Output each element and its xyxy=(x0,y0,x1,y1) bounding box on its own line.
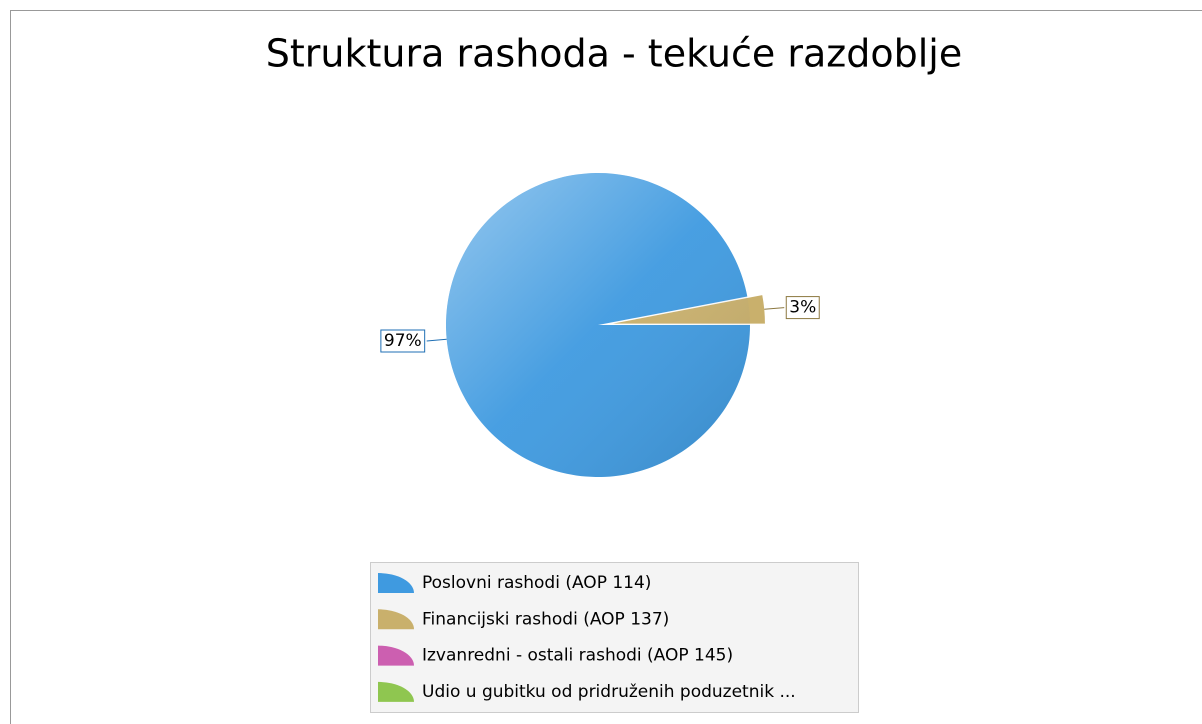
data-label: 3% xyxy=(789,298,816,318)
legend-label: Financijski rashodi (AOP 137) xyxy=(422,609,669,629)
legend-swatch xyxy=(378,681,414,702)
legend-swatch xyxy=(378,609,414,630)
legend-label: Poslovni rashodi (AOP 114) xyxy=(422,573,651,593)
label-connector xyxy=(764,307,785,310)
label-connector xyxy=(426,338,447,342)
chart-title: Struktura rashoda - tekuće razdoblje xyxy=(266,32,962,76)
legend-label: Izvanredni - ostali rashodi (AOP 145) xyxy=(422,646,733,666)
legend-swatch xyxy=(378,645,414,666)
data-label-box xyxy=(380,329,426,353)
data-label-box xyxy=(785,296,820,320)
legend-label: Udio u gubitku od pridruženih poduzetnik… xyxy=(422,682,796,702)
pie-slice xyxy=(446,173,750,478)
legend-swatch xyxy=(378,573,414,593)
data-label: 97% xyxy=(384,331,422,351)
legend xyxy=(370,562,859,713)
